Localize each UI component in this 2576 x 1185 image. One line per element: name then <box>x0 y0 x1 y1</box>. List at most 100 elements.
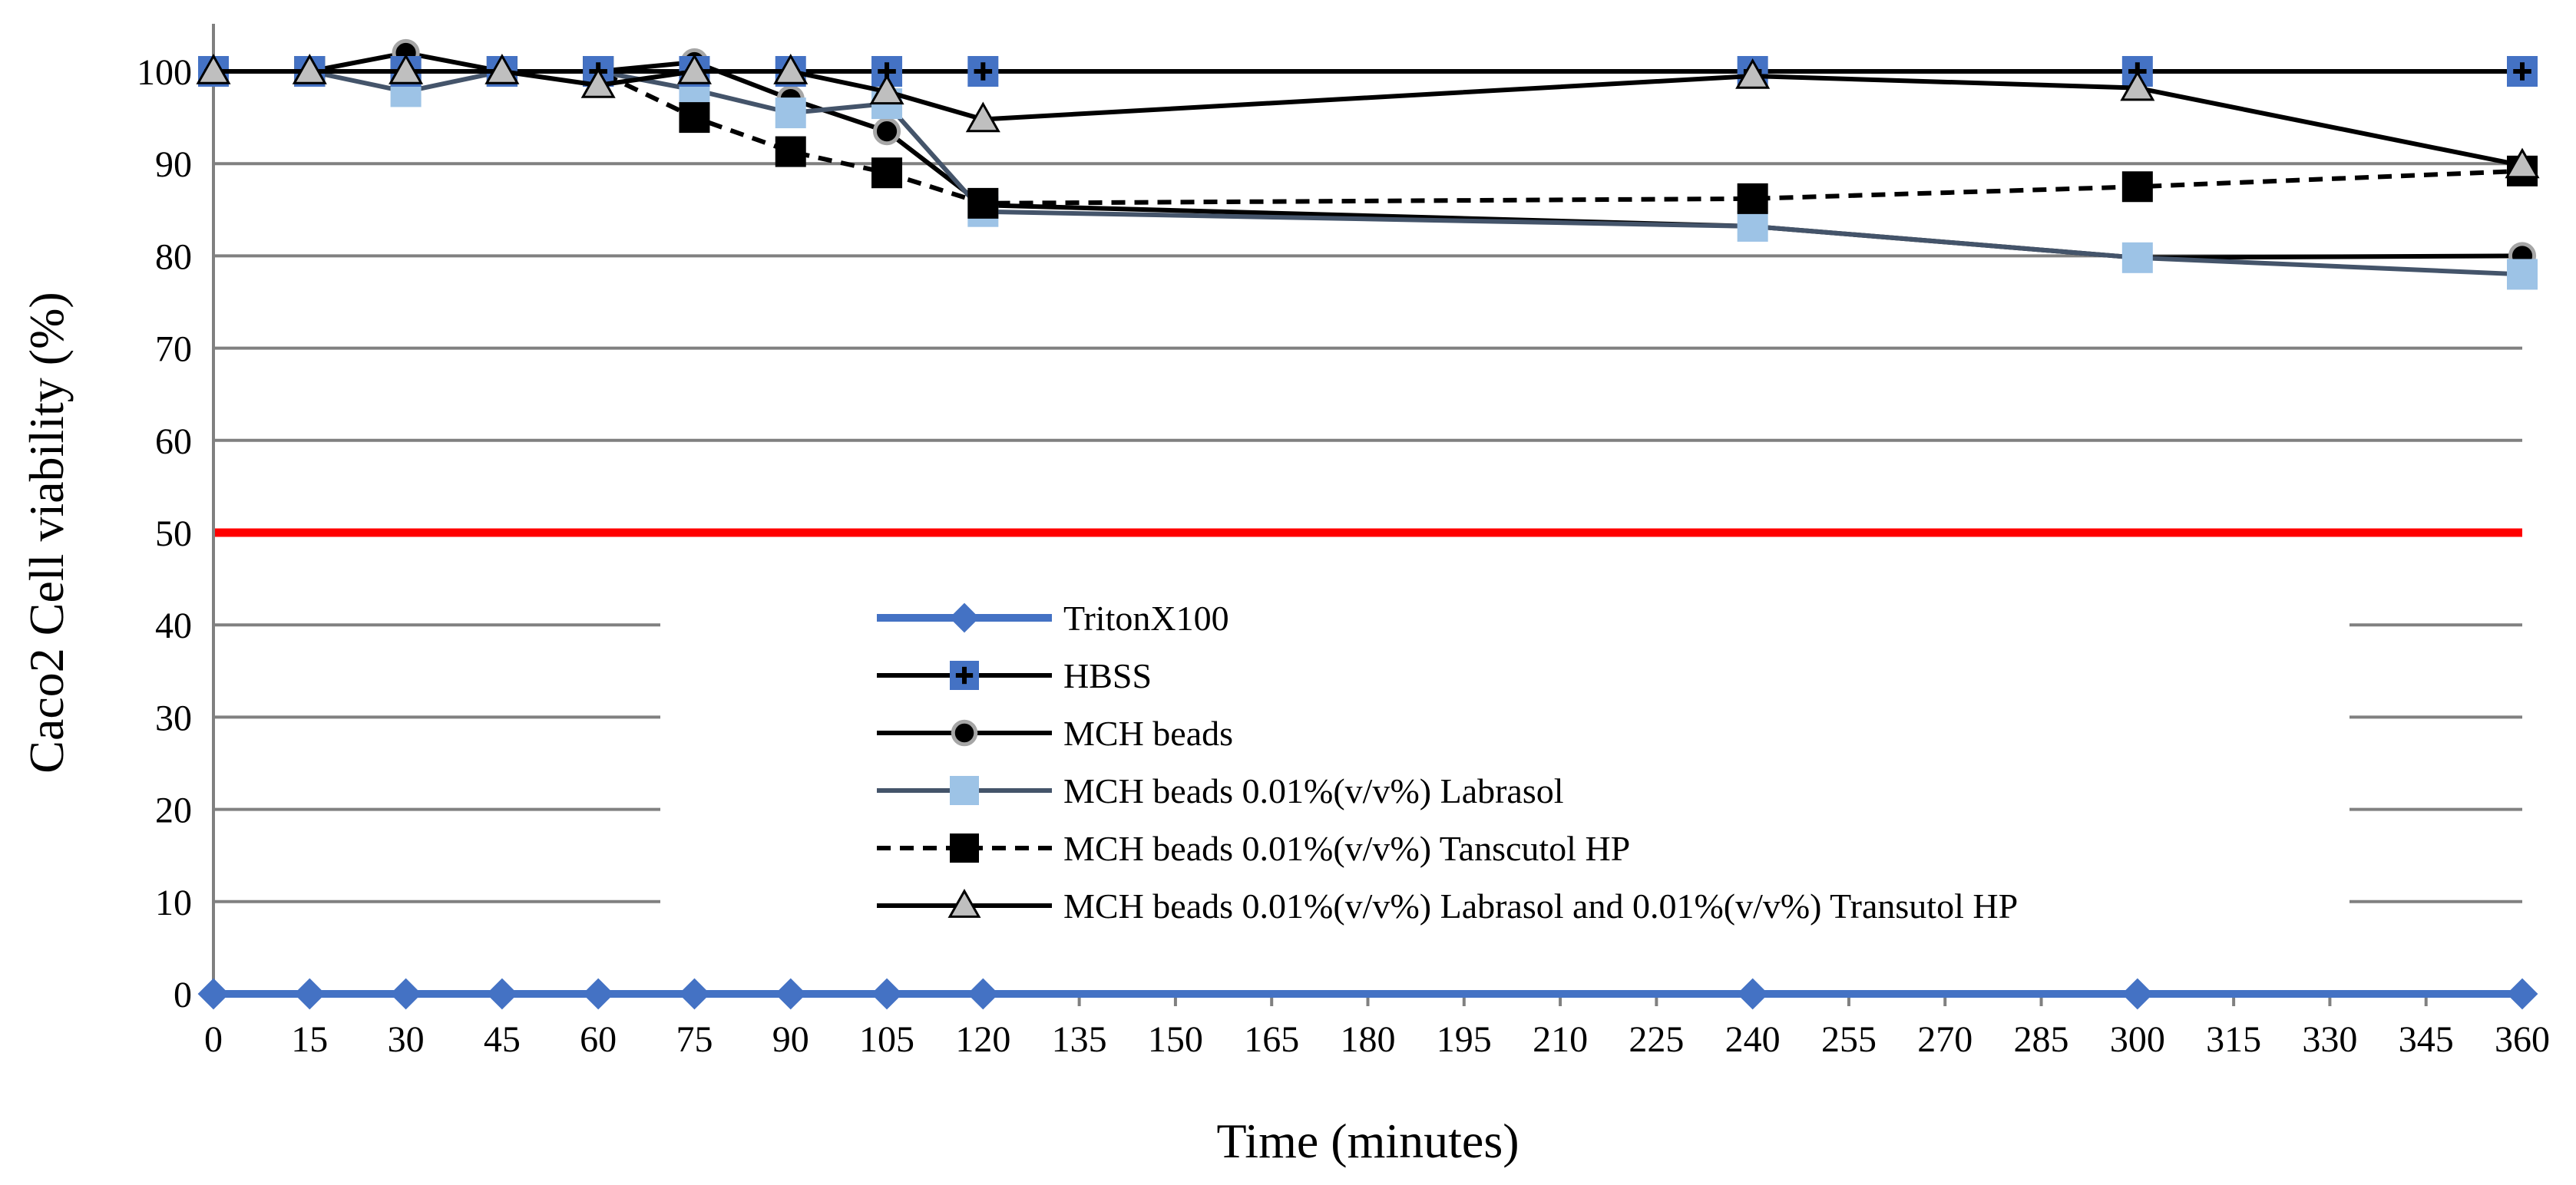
data-point <box>580 68 616 98</box>
series-3 <box>199 38 2537 272</box>
x-tick-label: 15 <box>291 1019 328 1060</box>
data-point <box>2121 978 2154 1010</box>
data-point <box>2121 242 2153 273</box>
x-tick-label: 60 <box>580 1019 617 1060</box>
y-axis-title: Caco2 Cell viability (%) <box>19 292 74 773</box>
data-point <box>679 978 710 1010</box>
data-point <box>1735 58 1771 89</box>
x-tick-label: 0 <box>204 1019 223 1060</box>
data-point <box>869 74 904 105</box>
series-6 <box>196 54 2540 179</box>
legend-swatch-marker <box>949 602 980 633</box>
legend-background <box>660 591 2349 952</box>
data-point <box>1737 978 1769 1010</box>
x-tick-label: 360 <box>2495 1019 2550 1060</box>
data-point <box>871 978 903 1010</box>
data-point <box>965 101 1000 133</box>
data-point <box>775 136 806 167</box>
series-2 <box>198 56 2538 87</box>
legend-swatch-marker <box>947 889 981 918</box>
series-1 <box>197 978 2538 1010</box>
data-point <box>1737 210 1768 242</box>
x-tick-label: 135 <box>1052 1019 1107 1060</box>
y-tick-label: 50 <box>155 513 192 554</box>
x-tick-label: 270 <box>1917 1019 1973 1060</box>
legend-swatch-marker <box>951 719 978 747</box>
x-tick-label: 105 <box>859 1019 914 1060</box>
data-point <box>2507 56 2538 87</box>
data-point <box>775 97 806 129</box>
data-point <box>1737 183 1768 214</box>
x-tick-label: 90 <box>772 1019 809 1060</box>
x-tick-label: 240 <box>1725 1019 1781 1060</box>
y-tick-labels: 0 10 20 30 40 50 60 70 80 90 100 <box>137 52 192 1015</box>
data-point <box>676 54 712 84</box>
legend-label: TritonX100 <box>1063 599 1229 638</box>
x-tick-label: 285 <box>2014 1019 2069 1060</box>
x-tick-label: 165 <box>1244 1019 1299 1060</box>
y-tick-label: 80 <box>155 236 192 277</box>
data-point <box>967 56 999 87</box>
series-line <box>213 69 2523 168</box>
series-5 <box>198 56 2538 219</box>
x-tick-label: 180 <box>1341 1019 1396 1060</box>
x-tick-label: 45 <box>484 1019 521 1060</box>
data-point <box>679 102 710 134</box>
x-tick-label: 300 <box>2110 1019 2165 1060</box>
x-tick-label: 330 <box>2302 1019 2357 1060</box>
series-4 <box>198 56 2538 290</box>
data-point <box>2120 70 2155 101</box>
data-point <box>292 54 327 84</box>
data-point <box>2507 259 2538 290</box>
y-tick-label: 90 <box>155 144 192 185</box>
legend-label: MCH beads 0.01%(v/v%) Labrasol and 0.01%… <box>1063 886 2018 926</box>
data-point <box>2505 147 2540 179</box>
series-line <box>213 50 2523 260</box>
x-tick-label: 210 <box>1533 1019 1588 1060</box>
data-point <box>967 978 999 1010</box>
data-point <box>293 978 326 1010</box>
data-point <box>2506 978 2538 1010</box>
data-point <box>389 54 424 84</box>
legend-label: MCH beads 0.01%(v/v%) Labrasol <box>1063 771 1564 810</box>
data-point <box>196 54 231 84</box>
legend-entry: MCH beads 0.01%(v/v%) Labrasol <box>877 771 1564 810</box>
y-tick-label: 20 <box>155 791 192 831</box>
data-point <box>582 978 614 1010</box>
data-point <box>2121 171 2153 203</box>
legend: TritonX100 HBSS MCH beads MCH beads 0.01%(v… <box>877 599 2018 926</box>
data-point <box>197 978 230 1010</box>
x-tick-labels: 0 15 30 45 60 75 90 105 120 135 150 165 180 195 210 225… <box>204 1019 2550 1060</box>
data-point <box>773 54 809 84</box>
data-point <box>484 54 520 84</box>
legend-entry: TritonX100 <box>877 599 1229 638</box>
legend-entry: MCH beads 0.01%(v/v%) Tanscutol HP <box>877 829 1630 868</box>
x-tick-label: 195 <box>1437 1019 1492 1060</box>
legend-entry: HBSS <box>877 656 1152 695</box>
legend-swatch-marker <box>950 661 979 690</box>
legend-label: HBSS <box>1063 656 1152 695</box>
x-tick-label: 225 <box>1629 1019 1684 1060</box>
data-point <box>390 978 422 1010</box>
x-tick-label: 345 <box>2399 1019 2454 1060</box>
legend-entry: MCH beads 0.01%(v/v%) Labrasol and 0.01%… <box>877 886 2018 926</box>
data-point <box>486 978 518 1010</box>
series-line <box>213 69 2523 277</box>
data-point <box>775 978 807 1010</box>
data-point <box>872 117 901 146</box>
series-line <box>213 69 2523 206</box>
data-point <box>967 187 999 219</box>
data-point <box>871 157 903 189</box>
legend-entry: MCH beads <box>877 714 1233 753</box>
x-tick-label: 75 <box>676 1019 713 1060</box>
x-tick-label: 150 <box>1148 1019 1203 1060</box>
y-tick-label: 60 <box>155 421 192 462</box>
y-tick-label: 0 <box>174 975 192 1015</box>
x-axis-title: Time (minutes) <box>1216 1114 1519 1168</box>
x-tick-label: 255 <box>1821 1019 1877 1060</box>
series-group <box>196 38 2540 1010</box>
legend-label: MCH beads <box>1063 714 1233 753</box>
x-tick-label: 120 <box>955 1019 1010 1060</box>
y-tick-label: 40 <box>155 606 192 646</box>
y-tick-label: 100 <box>137 52 192 93</box>
